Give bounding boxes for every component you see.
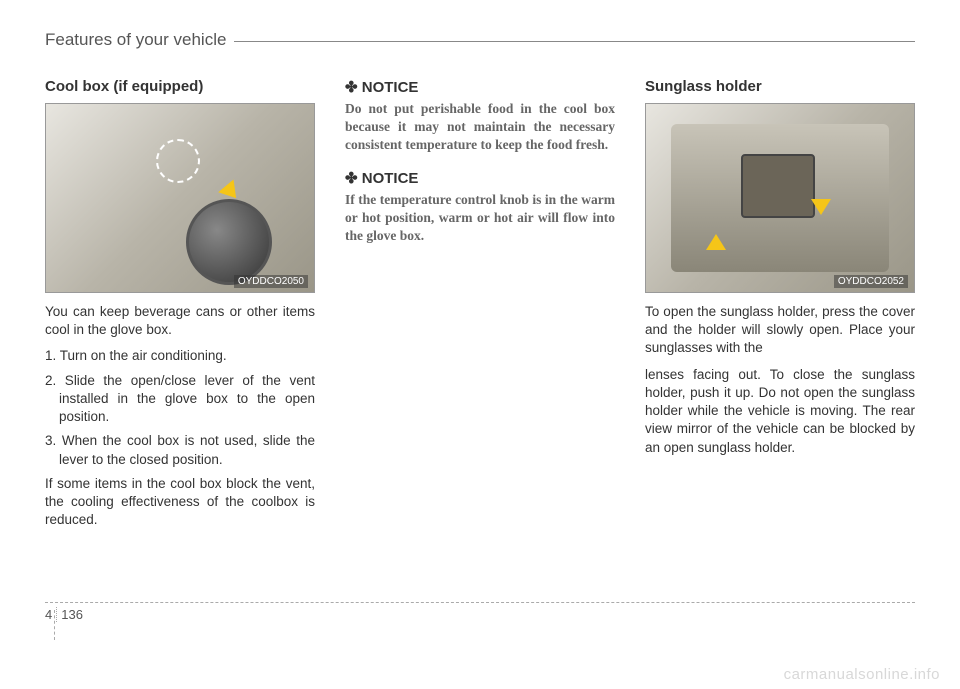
coolbox-note: If some items in the cool box block the … [45, 475, 315, 530]
page-header: Features of your vehicle [45, 30, 915, 50]
notice-2-title: ✤ NOTICE [345, 169, 615, 187]
footer-rule [45, 602, 915, 603]
vertical-dotted-rule [54, 610, 55, 640]
page-numbers: 4 136 [45, 607, 915, 622]
sunglass-holder-icon [741, 154, 815, 218]
page-number: 136 [61, 607, 83, 622]
coolbox-title: Cool box (if equipped) [45, 78, 315, 95]
coolbox-intro: You can keep beverage cans or other item… [45, 303, 315, 339]
figure-label: OYDDCO2050 [234, 275, 308, 288]
step-1: 1. Turn on the air conditioning. [45, 347, 315, 365]
notice-1-title: ✤ NOTICE [345, 78, 615, 96]
vent-knob-icon [186, 199, 272, 285]
column-2: ✤ NOTICE Do not put perishable food in t… [345, 78, 615, 537]
arrow-icon [811, 199, 831, 215]
column-3: Sunglass holder OYDDCO2052 To open the s… [645, 78, 915, 537]
sunglass-p2: lenses facing out. To close the sunglass… [645, 366, 915, 457]
coolbox-figure: OYDDCO2050 [45, 103, 315, 293]
page-footer: 4 136 [45, 602, 915, 622]
sunglass-p1: To open the sunglass holder, press the c… [645, 303, 915, 358]
header-title: Features of your vehicle [45, 30, 234, 50]
sunglass-figure: OYDDCO2052 [645, 103, 915, 293]
content-columns: Cool box (if equipped) OYDDCO2050 You ca… [45, 78, 915, 537]
highlight-circle-icon [156, 139, 200, 183]
arrow-icon [706, 234, 726, 250]
notice-1-body: Do not put perishable food in the cool b… [345, 100, 615, 155]
notice-2-body: If the temperature control knob is in th… [345, 191, 615, 246]
figure-label: OYDDCO2052 [834, 275, 908, 288]
sunglass-title: Sunglass holder [645, 78, 915, 95]
column-1: Cool box (if equipped) OYDDCO2050 You ca… [45, 78, 315, 537]
step-3: 3. When the cool box is not used, slide … [45, 432, 315, 468]
watermark-text: carmanualsonline.info [784, 666, 940, 683]
manual-page: Features of your vehicle Cool box (if eq… [0, 0, 960, 640]
step-2: 2. Slide the open/close lever of the ven… [45, 372, 315, 427]
section-number: 4 [45, 607, 57, 622]
